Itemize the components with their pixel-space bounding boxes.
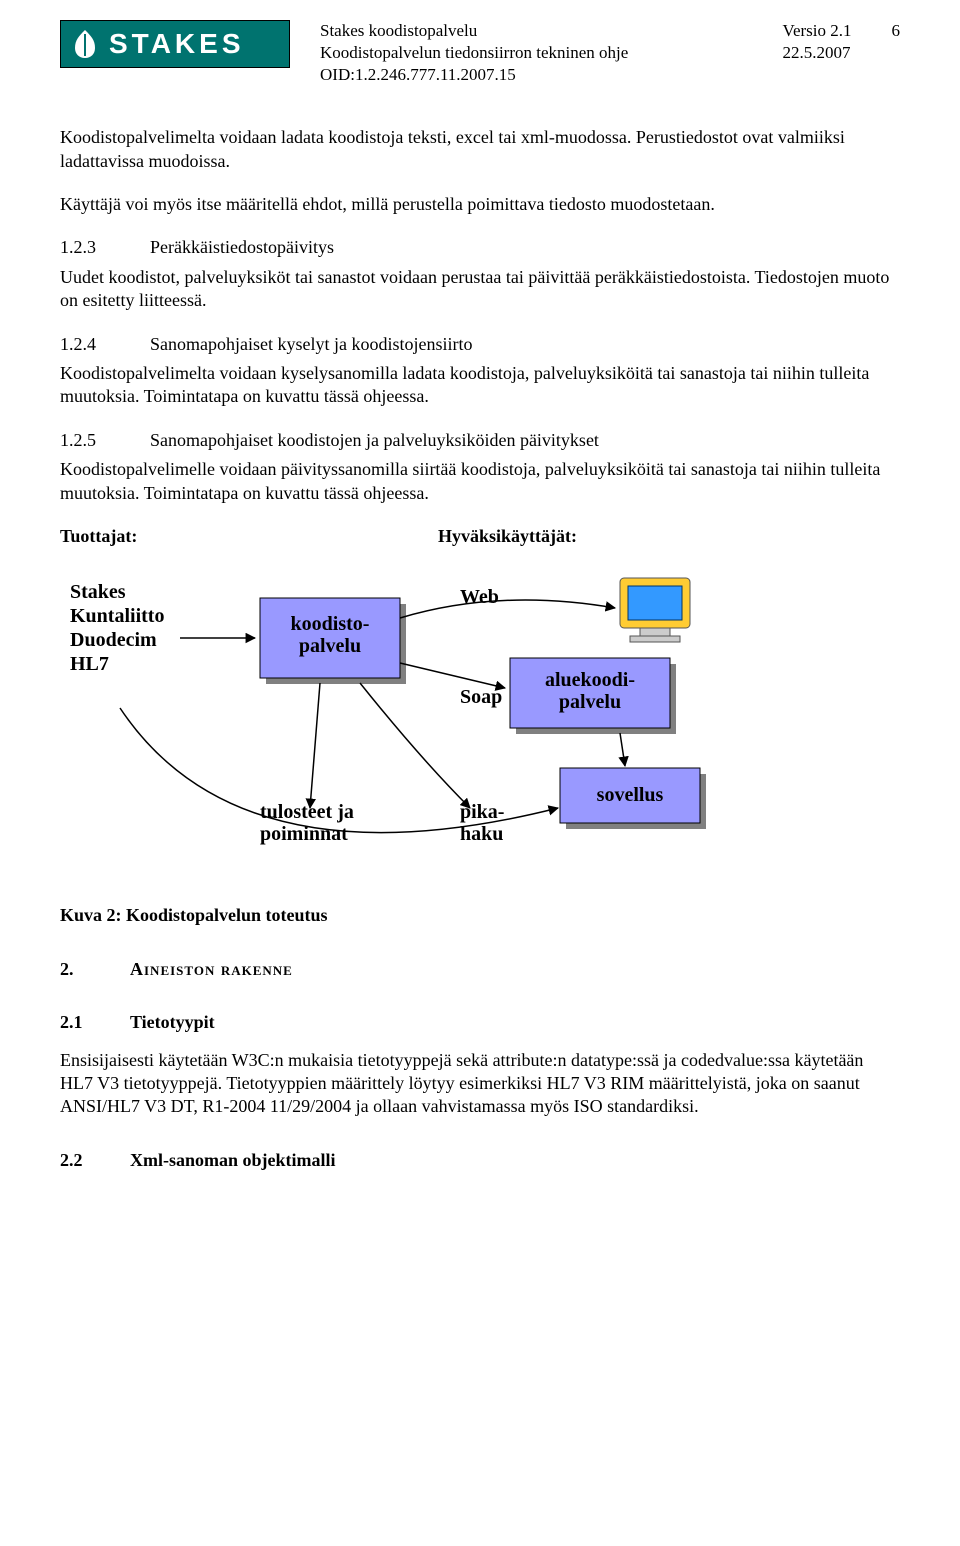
section-1-2-4-body: Koodistopalvelimelta voidaan kyselysanom… [60,362,900,409]
doc-date: 22.5.2007 [783,42,852,64]
heading-1-2-4: 1.2.4 Sanomapohjaiset kyselyt ja koodist… [60,333,900,356]
diagram-caption: Kuva 2: Koodistopalvelun toteutus [60,904,900,927]
leaf-icon [69,28,101,60]
doc-version: Versio 2.1 [783,20,852,42]
architecture-diagram: StakesKuntaliittoDuodecimHL7 koodisto-pal… [60,568,900,927]
section-number: 1.2.5 [60,429,120,452]
section-number: 2.1 [60,1011,100,1034]
svg-text:pika-haku: pika-haku [460,801,504,845]
section-title: Peräkkäistiedostopäivitys [150,236,334,259]
svg-text:Web: Web [460,586,499,608]
doc-title-1: Stakes koodistopalvelu [320,20,743,42]
section-1-2-3-body: Uudet koodistot, palveluyksiköt tai sana… [60,266,900,313]
svg-text:tulosteet japoiminnat: tulosteet japoiminnat [260,801,354,845]
section-1-2-5-body: Koodistopalvelimelle voidaan päivityssan… [60,458,900,505]
intro-paragraph-2: Käyttäjä voi myös itse määritellä ehdot,… [60,193,900,216]
heading-2: 2. Aineiston rakenne [60,958,900,981]
heading-1-2-5: 1.2.5 Sanomapohjaiset koodistojen ja pal… [60,429,900,452]
section-title: Xml-sanoman objektimalli [130,1149,336,1172]
svg-text:sovellus: sovellus [597,784,664,806]
intro-paragraph-1: Koodistopalvelimelta voidaan ladata kood… [60,126,900,173]
doc-oid: OID:1.2.246.777.11.2007.15 [320,64,743,86]
section-2-1-body: Ensisijaisesti käytetään W3C:n mukaisia … [60,1049,900,1119]
section-title: Sanomapohjaiset kyselyt ja koodistojensi… [150,333,472,356]
doc-title-2: Koodistopalvelun tiedonsiirron tekninen … [320,42,743,64]
section-title: Aineiston rakenne [130,958,293,981]
producers-label: Tuottajat: [60,525,438,548]
svg-text:StakesKuntaliittoDuodecimHL7: StakesKuntaliittoDuodecimHL7 [70,581,164,675]
heading-1-2-3: 1.2.3 Peräkkäistiedostopäivitys [60,236,900,259]
svg-text:koodisto-palvelu: koodisto-palvelu [291,613,370,657]
diagram-column-headers: Tuottajat: Hyväksikäyttäjät: [60,525,900,548]
stakes-logo: STAKES [60,20,290,68]
logo-text: STAKES [109,26,245,62]
section-number: 2. [60,958,100,981]
page-number: 6 [892,20,901,42]
heading-2-2: 2.2 Xml-sanoman objektimalli [60,1149,900,1172]
section-number: 1.2.3 [60,236,120,259]
section-number: 2.2 [60,1149,100,1172]
svg-text:Soap: Soap [460,686,502,708]
section-number: 1.2.4 [60,333,120,356]
heading-2-1: 2.1 Tietotyypit [60,1011,900,1034]
section-title: Sanomapohjaiset koodistojen ja palveluyk… [150,429,599,452]
header-metadata: Stakes koodistopalvelu Koodistopalvelun … [320,20,900,86]
page-header: STAKES Stakes koodistopalvelu Koodistopa… [60,20,900,86]
section-title: Tietotyypit [130,1011,215,1034]
consumers-label: Hyväksikäyttäjät: [438,525,577,548]
